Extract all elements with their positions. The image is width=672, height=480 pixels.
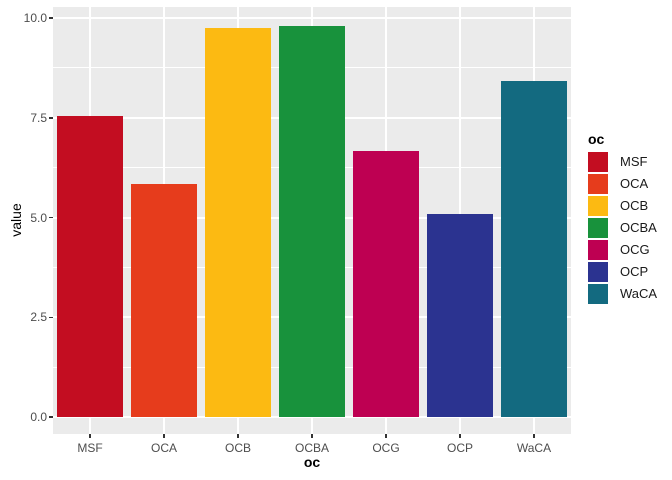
x-axis-tick [533, 434, 535, 438]
y-tick-label: 0.0 [30, 410, 47, 424]
y-tick-label: 10.0 [23, 11, 47, 25]
y-axis-tick [49, 416, 53, 418]
y-tick-label: 7.5 [30, 110, 47, 125]
legend-item-label: OCP [620, 264, 649, 279]
x-tick-label: WaCA [516, 441, 552, 455]
bar-OCG [353, 151, 419, 417]
legend-title: oc [588, 131, 605, 147]
legend-item-label: OCB [620, 198, 649, 213]
x-axis-tick [163, 434, 165, 438]
y-tick-label: 2.5 [30, 310, 47, 325]
legend-swatch-WaCA [588, 284, 608, 304]
y-axis-tick [49, 316, 53, 318]
bar-OCP [427, 213, 493, 417]
y-axis-tick [49, 216, 53, 219]
x-tick-label: OCP [446, 441, 473, 455]
plot-panel [53, 7, 571, 434]
legend-item-label: OCA [620, 176, 649, 191]
x-axis-tick [385, 434, 387, 438]
x-tick-label: OCBA [294, 441, 329, 455]
legend-item-label: WaCA [620, 286, 658, 301]
x-axis-tick [89, 434, 91, 438]
x-axis-title: oc [303, 454, 321, 470]
y-tick-label: 5.0 [30, 210, 47, 225]
legend-swatch-OCA [588, 174, 608, 194]
y-axis-tick [49, 17, 53, 19]
legend-item-label: MSF [620, 154, 648, 169]
legend-swatch-MSF [588, 152, 608, 172]
x-tick-label: OCA [150, 441, 177, 455]
x-tick-label: OCG [372, 441, 400, 455]
bar-OCB [205, 27, 271, 417]
x-axis-tick [311, 434, 313, 438]
x-tick-label: MSF [77, 441, 103, 455]
legend-swatch-OCB [588, 196, 608, 216]
legend-item-label: OCG [620, 242, 650, 257]
bar-MSF [57, 116, 123, 417]
y-axis-tick [49, 117, 53, 119]
legend-swatch-OCP [588, 262, 608, 282]
x-axis-tick [237, 434, 239, 438]
bar-OCBA [279, 25, 345, 417]
x-axis-tick [459, 434, 461, 438]
legend-swatch-OCG [588, 240, 608, 260]
bar-WaCA [501, 80, 567, 417]
bar-OCA [131, 184, 197, 417]
x-tick-label: OCB [224, 441, 251, 455]
legend-swatch-OCBA [588, 218, 608, 238]
legend-item-label: OCBA [620, 220, 657, 235]
